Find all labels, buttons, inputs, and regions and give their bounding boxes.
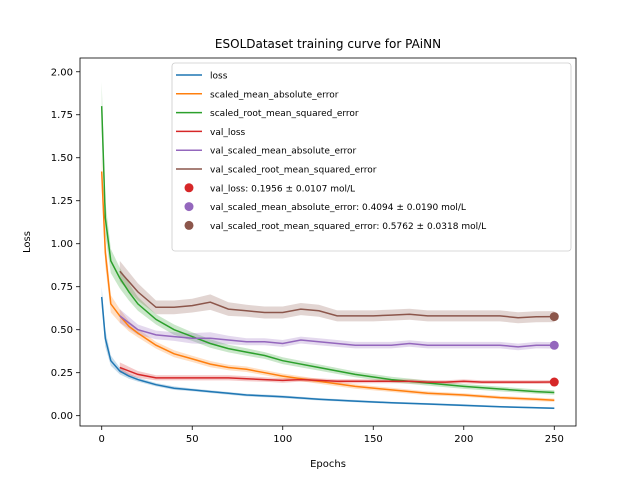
legend-label-val-scaled-mean-absolute-error: val_scaled_mean_absolute_error	[210, 147, 357, 157]
line-val-scaled-root-mean-squared-error	[119, 270, 555, 319]
x-tick-label: 50	[186, 434, 199, 445]
y-tick-label: 0.25	[51, 368, 73, 379]
y-tick-label: 1.00	[51, 239, 73, 250]
final-points	[549, 312, 559, 387]
line-scaled-mean-absolute-error	[100, 171, 555, 401]
legend-label-scaled-root-mean-squared-error: scaled_root_mean_squared_error	[210, 109, 359, 119]
y-axis-label: Loss	[22, 231, 33, 253]
line-val-loss	[119, 366, 555, 383]
y-tick-label: 0.75	[51, 282, 73, 293]
legend-frame	[171, 62, 572, 252]
legend-label-val-scaled-mean-absolute-error: val_scaled_mean_absolute_error: 0.4094 ±…	[210, 203, 466, 213]
y-axis-ticks: 0.00 0.25 0.50 0.75 1.00 1.25 1.50 1.75 2.00	[51, 67, 80, 422]
x-tick-label: 100	[273, 434, 292, 445]
legend-marker-val-scaled-root-mean-squared-error	[184, 220, 194, 230]
y-tick-label: 0.00	[51, 411, 73, 422]
final-point-val-loss	[549, 377, 559, 387]
legend-marker-val-loss	[184, 183, 194, 193]
y-tick-label: 2.00	[51, 67, 73, 78]
band-val-scaled-root-mean-squared-error	[119, 260, 555, 324]
final-point-val-scaled-mean-absolute-error	[549, 340, 559, 350]
plot-area-frame	[79, 57, 577, 427]
y-tick-label: 1.25	[51, 196, 73, 207]
legend-label-scaled-mean-absolute-error: scaled_mean_absolute_error	[210, 90, 339, 100]
x-axis-ticks: 0 50 100 150 200 250	[99, 426, 564, 445]
x-tick-label: 250	[545, 434, 564, 445]
series-lines	[100, 106, 555, 410]
line-loss	[100, 296, 555, 410]
final-point-val-scaled-root-mean-squared-error	[549, 312, 559, 322]
legend-label-val-scaled-root-mean-squared-error: val_scaled_root_mean_squared_error	[210, 166, 377, 176]
chart-title: ESOLDataset training curve for PAiNN	[215, 37, 441, 51]
y-tick-label: 1.50	[51, 153, 73, 164]
x-tick-label: 0	[99, 434, 105, 445]
legend: loss scaled_mean_absolute_error scaled_roo…	[171, 62, 572, 252]
x-axis-label: Epochs	[310, 459, 346, 470]
line-val-scaled-mean-absolute-error	[119, 315, 555, 348]
legend-label-val-loss: val_loss: 0.1956 ± 0.0107 mol/L	[210, 184, 355, 194]
legend-label-val-scaled-root-mean-squared-error: val_scaled_root_mean_squared_error: 0.57…	[210, 222, 486, 232]
x-tick-label: 200	[454, 434, 473, 445]
legend-marker-val-scaled-mean-absolute-error	[184, 202, 194, 212]
line-scaled-root-mean-squared-error	[100, 106, 555, 394]
y-tick-label: 1.75	[51, 110, 73, 121]
legend-label-val-loss: val_loss	[210, 128, 246, 138]
y-tick-label: 0.50	[51, 325, 73, 336]
legend-label-loss: loss	[210, 72, 228, 82]
x-tick-label: 150	[364, 434, 383, 445]
